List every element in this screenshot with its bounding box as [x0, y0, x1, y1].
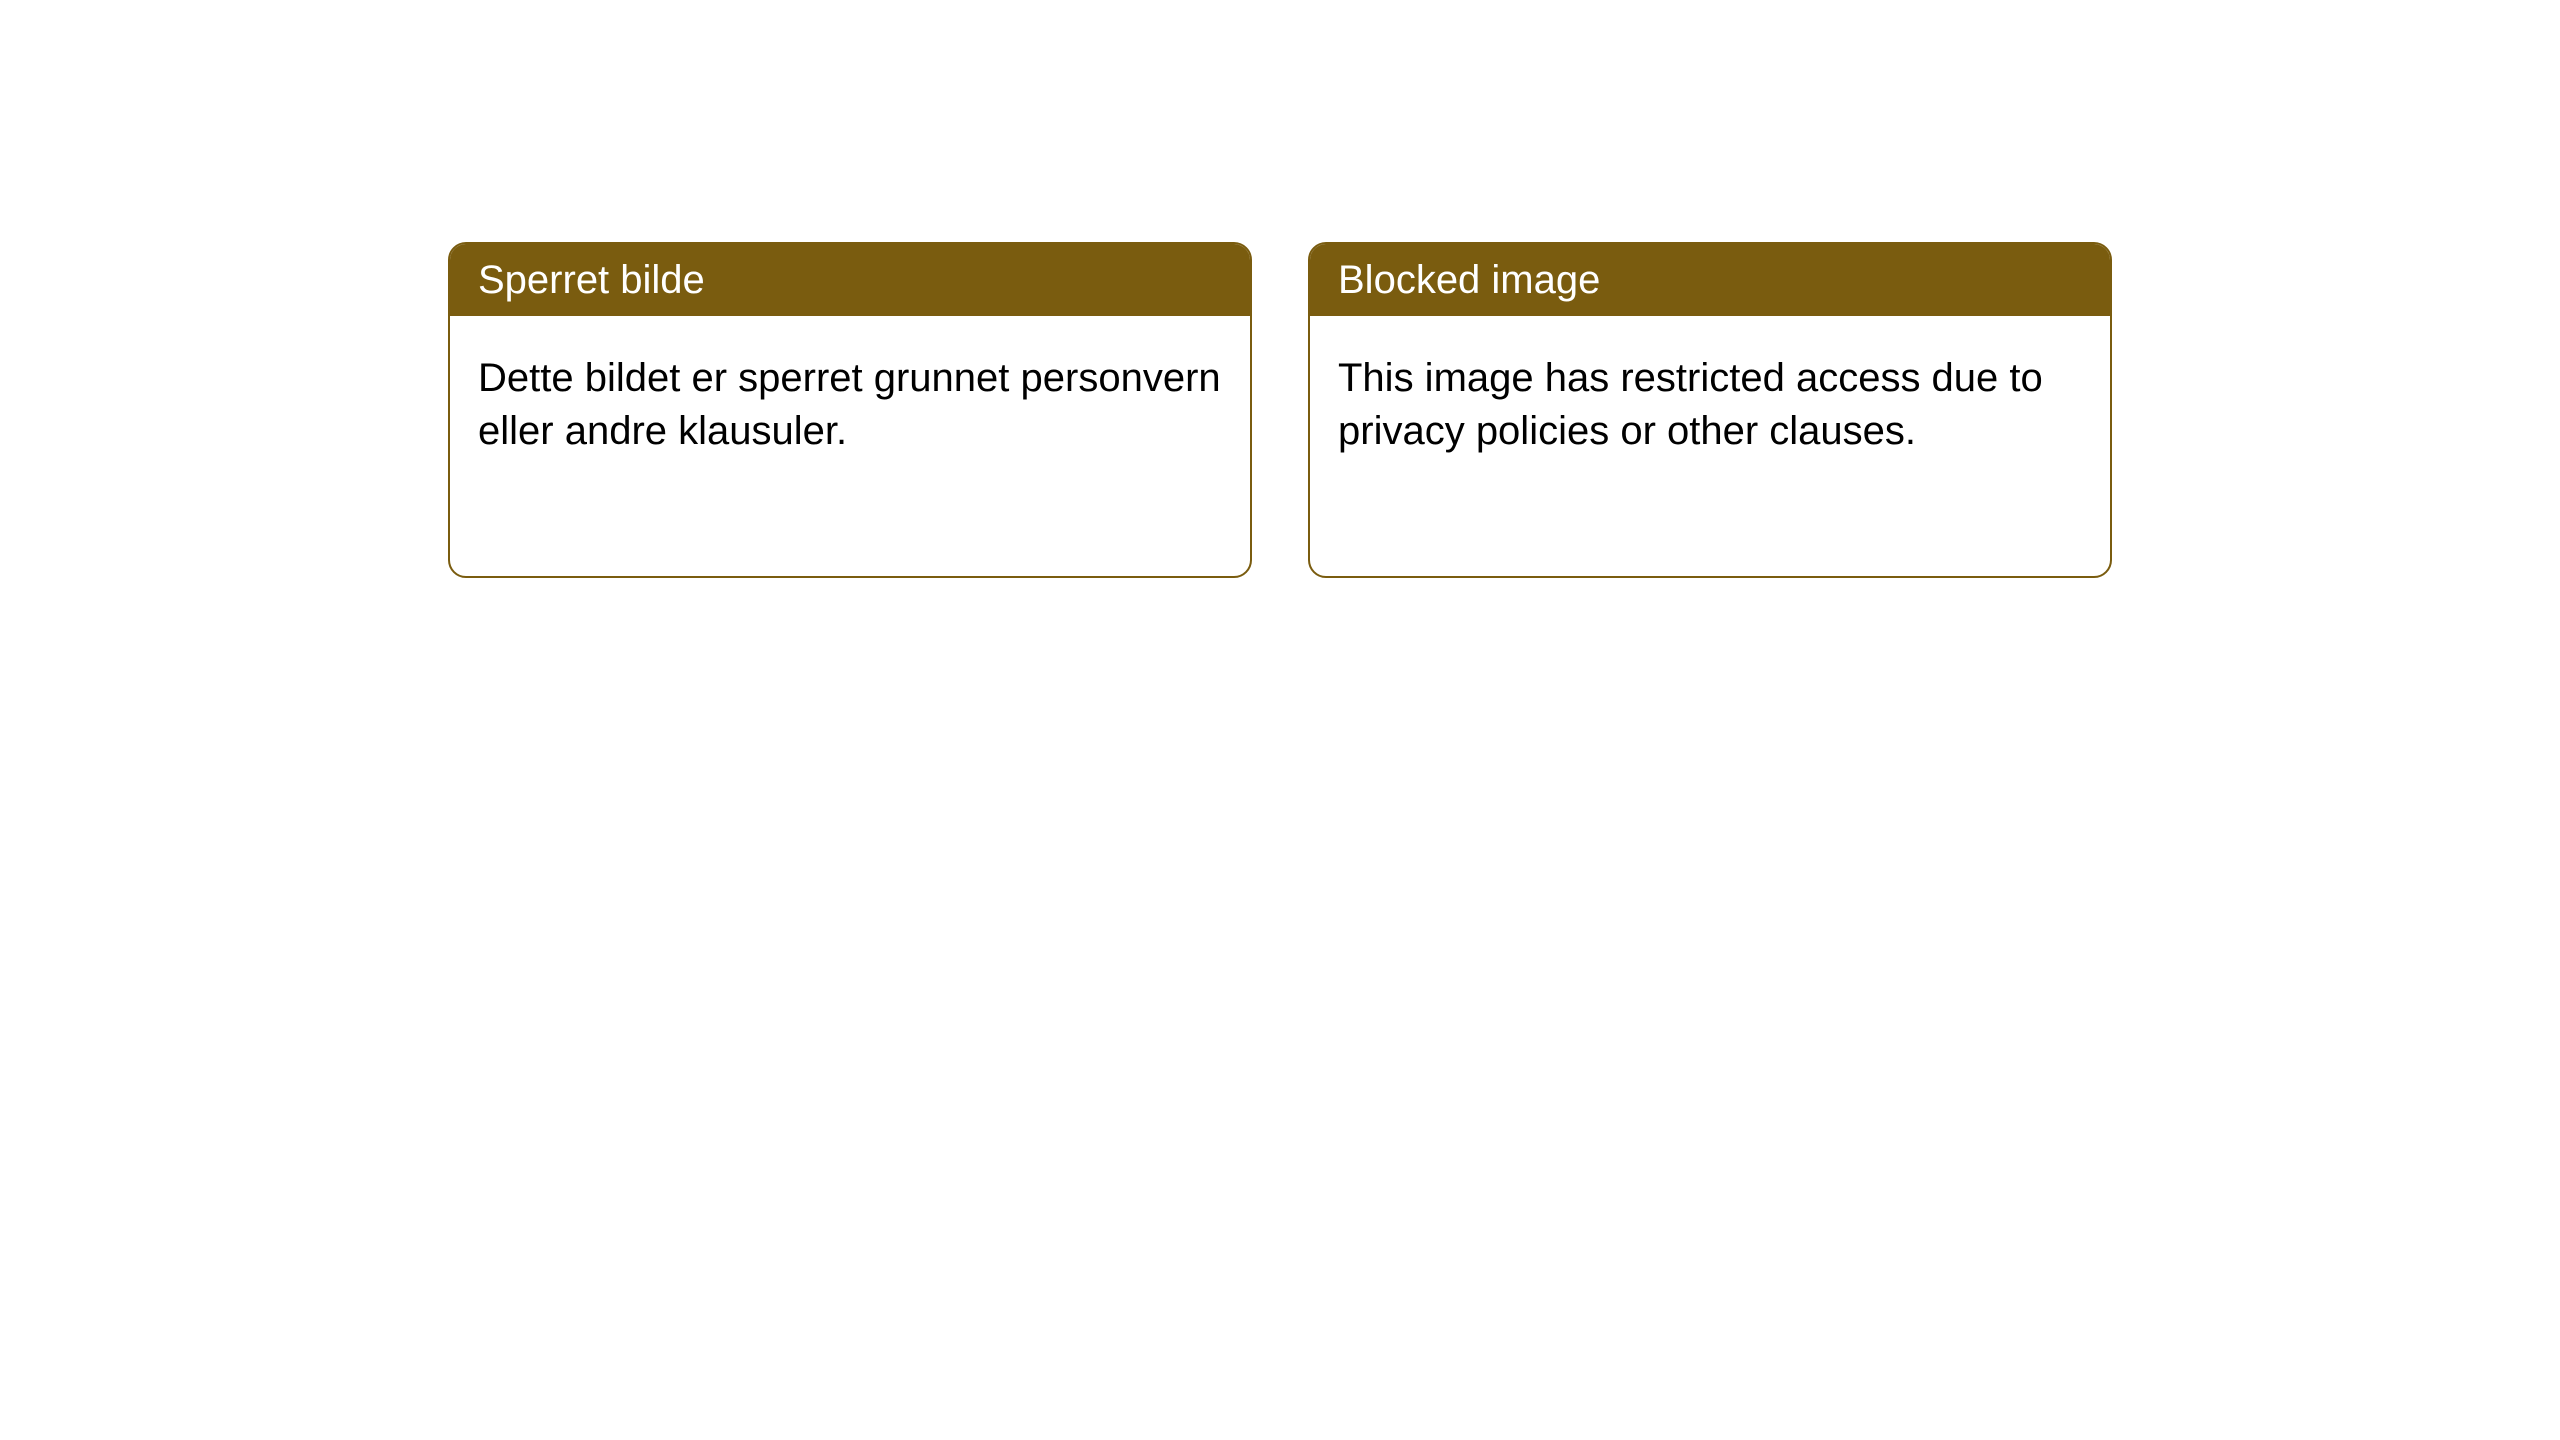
notice-card-title: Sperret bilde [450, 244, 1250, 316]
notice-card-title: Blocked image [1310, 244, 2110, 316]
notice-card-body: Dette bildet er sperret grunnet personve… [450, 316, 1250, 494]
notice-container: Sperret bilde Dette bildet er sperret gr… [0, 0, 2560, 578]
notice-card-body: This image has restricted access due to … [1310, 316, 2110, 494]
notice-card-norwegian: Sperret bilde Dette bildet er sperret gr… [448, 242, 1252, 578]
notice-card-english: Blocked image This image has restricted … [1308, 242, 2112, 578]
